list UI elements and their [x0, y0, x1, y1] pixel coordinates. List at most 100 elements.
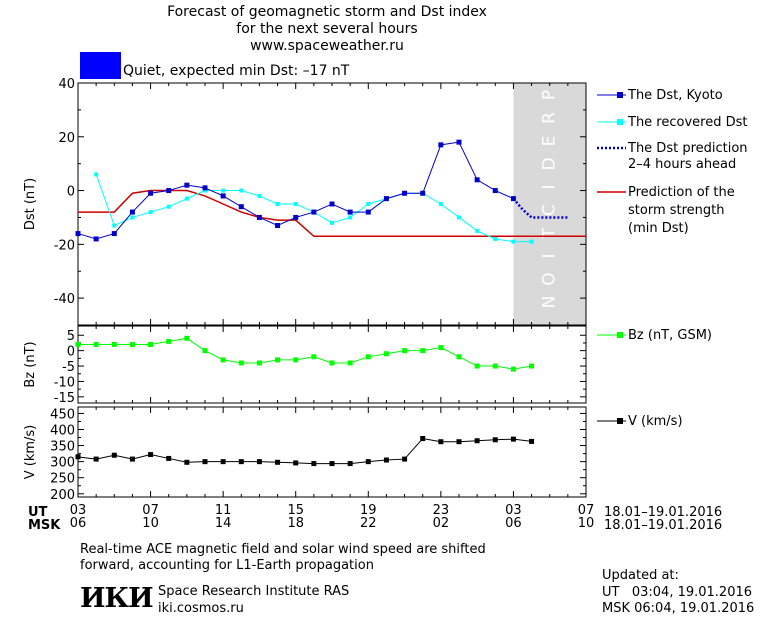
updated-label: Updated at:: [602, 568, 679, 583]
ut-tick-label: 11: [215, 503, 232, 518]
y-tick-label: 200: [50, 488, 75, 503]
v-point: [474, 438, 480, 444]
y-tick-label: 450: [50, 407, 75, 422]
y-tick-label: 40: [58, 77, 75, 92]
bz-point: [347, 360, 353, 366]
bz-point: [220, 357, 226, 363]
dst-kyoto-point: [93, 236, 99, 242]
dst-recovered-point: [221, 188, 226, 193]
ut-tick-label: 03: [505, 503, 522, 518]
legend-dst-recovered: The recovered Dst: [628, 115, 748, 130]
prediction-label-char: P: [540, 90, 560, 100]
dst-recovered-point: [366, 202, 371, 206]
dst-recovered-point: [529, 239, 534, 244]
v-point: [293, 460, 299, 466]
v-point: [402, 456, 408, 462]
dst-kyoto-point: [220, 193, 226, 199]
ut-tick-label: 19: [360, 503, 377, 518]
dst-kyoto-point: [402, 190, 408, 196]
v-point: [456, 439, 462, 445]
y-tick-label: -40: [54, 292, 75, 307]
dst-kyoto-point: [492, 188, 498, 194]
dst-recovered-point: [475, 228, 480, 233]
dst-kyoto-point: [148, 190, 154, 196]
legend-storm: Prediction of the: [628, 185, 735, 200]
dst-kyoto-point: [238, 204, 244, 210]
msk-label: MSK: [28, 518, 61, 533]
dst-recovered-point: [511, 239, 516, 244]
ut-tick-label: 07: [142, 503, 159, 518]
v-legend-marker: [617, 418, 623, 424]
v-point: [148, 452, 154, 458]
dst-recovered-point: [203, 188, 207, 193]
iki-logo: ИКИ: [80, 583, 154, 614]
y-axis-label-v: V (km/s): [23, 425, 38, 480]
bz-line: [78, 337, 532, 370]
dst-kyoto-point: [311, 209, 317, 215]
dst-kyoto-point: [329, 201, 335, 207]
msk-tick-label: 06: [70, 516, 87, 531]
y-tick-label: 0: [67, 185, 75, 200]
chart-subtitle: for the next several hours: [236, 21, 418, 37]
bz-point: [111, 341, 117, 347]
v-point: [93, 456, 99, 462]
y-axis-label-bz: Bz (nT): [23, 341, 38, 387]
dst-kyoto-point: [420, 190, 426, 196]
ut-date-range: 18.01–19.01.2016: [604, 505, 723, 520]
dst-recovered-point: [493, 236, 498, 241]
bz-point: [75, 341, 81, 347]
bz-point: [93, 341, 99, 347]
y-tick-label: 5: [67, 329, 75, 344]
bz-point: [202, 348, 208, 354]
dst-kyoto-line: [77, 141, 514, 240]
dst-kyoto-point: [202, 185, 208, 191]
v-point: [129, 456, 135, 462]
v-point: [438, 439, 444, 445]
prediction-label-char: I: [540, 253, 560, 258]
bz-point: [293, 357, 299, 363]
bz-point: [329, 360, 335, 366]
v-point: [75, 454, 81, 460]
ut-tick-label: 15: [287, 503, 304, 518]
v-point: [220, 459, 226, 465]
dst-recovered-point: [184, 196, 189, 201]
panel-frame-v: [77, 406, 587, 498]
y-tick-label: -5: [62, 360, 75, 375]
prediction-label-char: O: [540, 272, 560, 285]
ut-tick-label: 23: [433, 503, 450, 518]
dst-kyoto-point: [129, 209, 135, 215]
dst-recovered-point: [348, 215, 353, 220]
footer-note-line1: Real-time ACE magnetic field and solar w…: [80, 542, 486, 557]
msk-tick-label: 22: [360, 516, 377, 531]
v-point: [275, 459, 281, 465]
bz-point: [256, 360, 262, 366]
ut-tick-label: 03: [70, 503, 87, 518]
dst-recovered-point: [457, 215, 461, 220]
chart-title: Forecast of geomagnetic storm and Dst in…: [167, 4, 487, 20]
prediction-label-char: T: [540, 227, 560, 239]
dst-recovered-point: [330, 220, 334, 225]
v-point: [365, 459, 371, 465]
bz-point: [275, 357, 281, 363]
msk-tick-label: 18: [287, 516, 304, 531]
v-point: [166, 455, 172, 461]
dst-recovered-line: [95, 174, 532, 243]
v-point: [184, 459, 190, 465]
legend-storm-sub2: (min Dst): [628, 221, 689, 236]
dst-recovered-point: [293, 202, 298, 206]
dst-kyoto-point: [293, 214, 299, 220]
dst-recovered-legend-marker: [617, 119, 623, 125]
legend-storm-sub1: storm strength: [628, 203, 725, 218]
v-point: [347, 461, 353, 467]
v-point: [256, 459, 262, 465]
dst-kyoto-point: [438, 142, 444, 148]
dst-kyoto-point: [474, 177, 480, 183]
dst-recovered-point: [438, 202, 443, 206]
bz-point: [365, 354, 371, 360]
prediction-label-char: I: [540, 184, 560, 189]
prediction-label-char: R: [540, 112, 560, 124]
bz-point: [456, 354, 462, 360]
ut-tick-label: 07: [578, 503, 595, 518]
dst-kyoto-point: [166, 188, 172, 194]
